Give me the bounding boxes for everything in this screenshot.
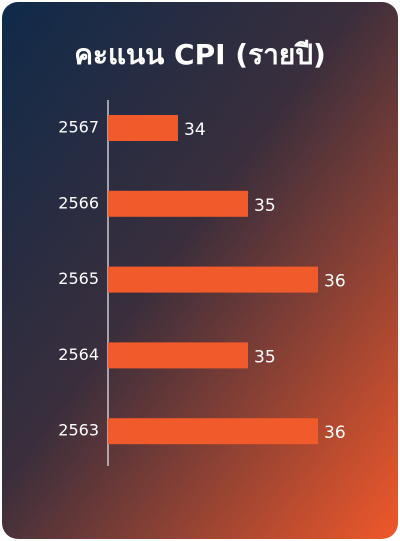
y-tick-label: 2564 <box>58 345 99 364</box>
y-tick-label: 2565 <box>58 269 99 288</box>
bar <box>108 266 318 293</box>
value-label: 36 <box>324 272 346 292</box>
chart-title: คะแนน CPI (รายปี) <box>74 38 326 71</box>
bar <box>108 115 178 141</box>
value-label: 36 <box>324 423 346 443</box>
value-label: 35 <box>254 196 276 216</box>
y-tick-label: 2563 <box>58 421 99 440</box>
bar <box>108 190 248 217</box>
bar <box>108 418 318 445</box>
bar <box>108 342 248 369</box>
value-label: 34 <box>184 120 206 140</box>
value-label: 35 <box>254 347 276 367</box>
y-tick-label: 2567 <box>58 118 99 137</box>
y-tick-label: 2566 <box>58 193 99 212</box>
